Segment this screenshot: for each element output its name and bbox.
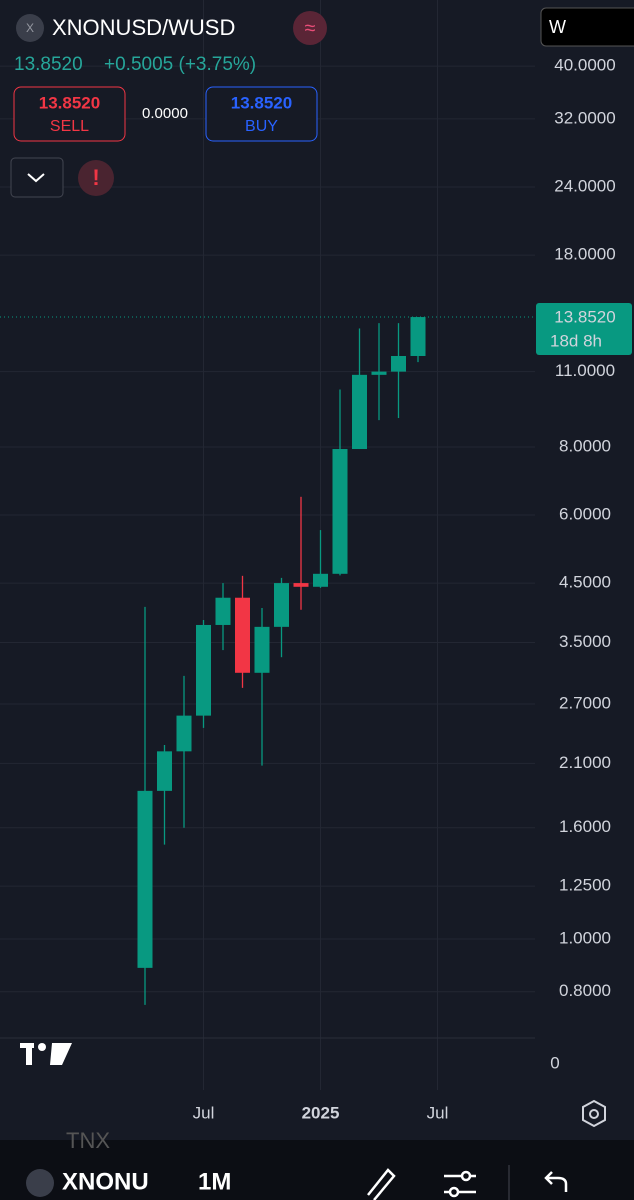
- candle-body: [215, 597, 231, 625]
- status-glyph: ≈: [305, 17, 316, 39]
- status-icon[interactable]: [293, 11, 327, 45]
- candle-body: [157, 751, 172, 791]
- x-tick-label: Jul: [427, 1103, 449, 1122]
- x-tick-label: 2025: [302, 1103, 340, 1122]
- candle-body: [274, 583, 289, 627]
- undo-icon[interactable]: [544, 1171, 568, 1192]
- y-tick-label: 40.0000: [554, 56, 615, 75]
- settings-icon-center: [589, 1109, 599, 1119]
- y-tick-label: 2.1000: [559, 753, 611, 772]
- spread: 0.0000: [142, 105, 188, 122]
- toolbar-logo: [26, 1169, 54, 1197]
- interval[interactable]: W: [549, 17, 566, 37]
- candle-body: [371, 371, 387, 375]
- y-tick-label: 24.0000: [554, 176, 615, 195]
- tradingview-logo: [20, 1043, 72, 1065]
- bottom-toolbar: [0, 1140, 634, 1200]
- y-tick-label: 6.0000: [559, 505, 611, 524]
- y-tick-label: 1.2500: [559, 876, 611, 895]
- draw-icon[interactable]: [367, 1168, 396, 1200]
- y-tick-label: 4.5000: [559, 573, 611, 592]
- y-tick-label: 0.8000: [559, 981, 611, 1000]
- candle-body: [176, 715, 192, 752]
- candle-body: [332, 449, 348, 574]
- candle-body: [254, 626, 270, 673]
- alert-glyph: !: [92, 165, 99, 190]
- toolbar-symbol[interactable]: XNONU: [62, 1168, 149, 1195]
- candles: [137, 317, 426, 1005]
- buy-label[interactable]: BUY: [245, 118, 278, 135]
- candle-body: [313, 573, 328, 587]
- chevron-icon: [27, 173, 45, 183]
- symbol-logo: [16, 14, 44, 42]
- indicators-icon[interactable]: [444, 1170, 476, 1198]
- volume-tick-label: 0: [550, 1053, 559, 1072]
- y-tick-label: 32.0000: [554, 108, 615, 127]
- candle-body: [196, 624, 211, 716]
- buy-button[interactable]: [205, 86, 318, 142]
- y-tick-label: 1.6000: [559, 817, 611, 836]
- candle-body: [410, 317, 426, 356]
- last-price-label: 13.8520: [554, 308, 615, 327]
- y-tick-label: 11.0000: [555, 361, 615, 380]
- last-price-tag: [536, 303, 632, 356]
- toolbar-interval[interactable]: 1M: [198, 1168, 231, 1195]
- candle-body: [293, 583, 309, 587]
- previous-symbol: TNX: [66, 1128, 110, 1153]
- candle-body: [391, 355, 406, 372]
- logo-glyph: X: [26, 21, 34, 35]
- interval-box[interactable]: [540, 7, 634, 47]
- candle-body: [352, 374, 367, 450]
- settings-icon[interactable]: [582, 1099, 606, 1128]
- sell-label[interactable]: SELL: [50, 118, 89, 135]
- y-tick-label: 18.0000: [554, 245, 615, 264]
- symbol-name[interactable]: XNONUSD/WUSD: [52, 15, 235, 40]
- candle-body: [235, 597, 250, 673]
- buy-price[interactable]: 13.8520: [231, 93, 292, 112]
- sell-button[interactable]: [13, 86, 126, 142]
- price-change: +0.5005 (+3.75%): [104, 54, 256, 75]
- sell-price[interactable]: 13.8520: [39, 93, 100, 112]
- collapse-button[interactable]: [10, 157, 64, 198]
- y-tick-label: 8.0000: [559, 436, 611, 455]
- countdown: 18d 8h: [550, 332, 602, 351]
- y-tick-label: 1.0000: [559, 928, 611, 947]
- last-price: 13.8520: [14, 54, 83, 75]
- x-tick-label: Jul: [193, 1103, 215, 1122]
- alert-icon[interactable]: [78, 160, 114, 196]
- y-tick-label: 2.7000: [559, 693, 611, 712]
- candle-body: [137, 790, 153, 968]
- y-tick-label: 3.5000: [559, 632, 611, 651]
